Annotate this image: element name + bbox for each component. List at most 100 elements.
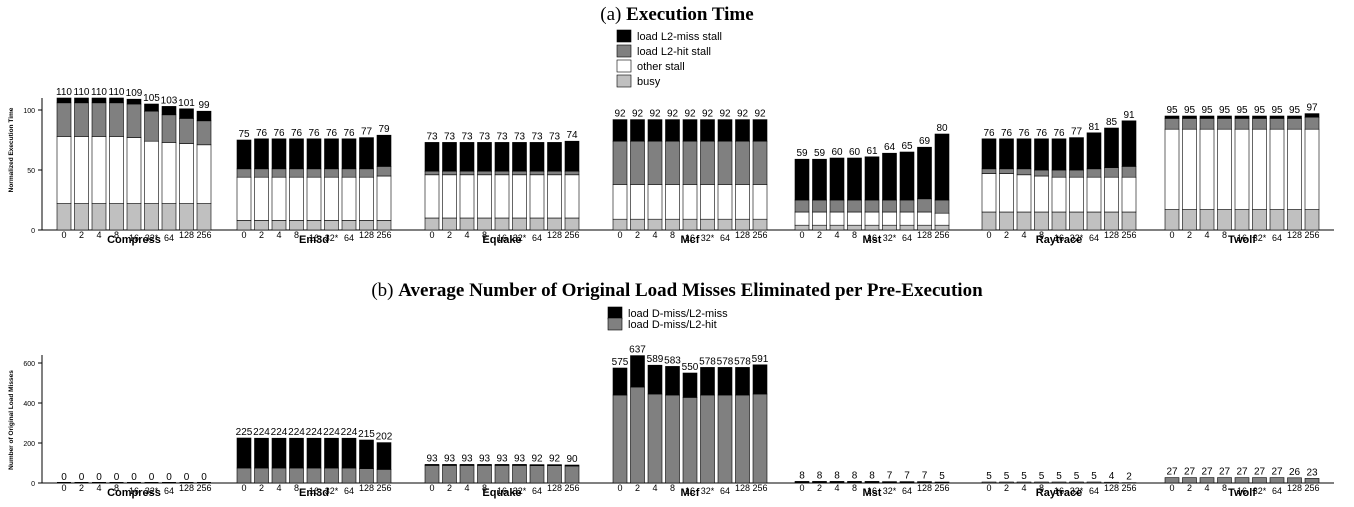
chart-a-other-stall-segment <box>647 184 663 220</box>
chart-a-l2-miss-stall-segment <box>1234 115 1250 119</box>
chart-a-other-stall-segment <box>1034 175 1049 213</box>
chart-b-x-tick-label: 2 <box>259 483 264 493</box>
chart-b-d-miss-l2-miss-segment <box>682 372 698 398</box>
chart-a-x-tick-label: 64 <box>532 233 542 243</box>
chart-a-l2-miss-stall-segment <box>847 157 862 201</box>
chart-a-data-label: 76 <box>343 128 355 139</box>
chart-a-other-stall-segment <box>1069 176 1084 213</box>
chart-a-x-tick-label: 4 <box>652 230 657 240</box>
chart-a-data-label: 101 <box>178 98 195 109</box>
chart-b-x-tick-label: 16 <box>1054 486 1064 496</box>
chart-b-legend-label: load D-miss/L2-miss <box>628 308 728 320</box>
chart-b-d-miss-l2-hit-segment <box>630 386 645 484</box>
chart-a-x-tick-label: 16 <box>1237 233 1247 243</box>
chart-a-l2-hit-stall-segment <box>1016 168 1032 176</box>
chart-a-x-tick-label: 0 <box>799 230 804 240</box>
chart-b-data-label: 93 <box>444 453 456 464</box>
chart-a-other-stall-segment <box>1104 176 1119 213</box>
chart-a-data-label: 76 <box>308 128 320 139</box>
chart-a-data-label: 92 <box>667 109 679 120</box>
chart-a-x-tick-label: 32* <box>1253 233 1267 243</box>
chart-a-l2-miss-stall-segment <box>144 103 159 112</box>
chart-b-d-miss-l2-miss-segment <box>564 464 580 467</box>
chart-a-other-stall-segment <box>289 176 304 221</box>
chart-b-bar-zero <box>109 482 124 483</box>
chart-a-data-label: 99 <box>198 100 210 111</box>
chart-b-d-miss-l2-miss-segment <box>700 367 715 396</box>
chart-b-x-tick-label: 8 <box>482 483 487 493</box>
chart-b-data-label: 7 <box>887 471 893 482</box>
chart-a-busy-segment <box>179 203 194 231</box>
chart-b-x-tick-label: 4 <box>1204 483 1209 493</box>
chart-a-other-stall-segment <box>700 184 715 220</box>
chart-a-other-stall-segment <box>735 184 750 220</box>
chart-a-busy-segment <box>74 203 89 231</box>
chart-b-data-label: 578 <box>699 356 716 367</box>
chart-a-data-label: 76 <box>1053 128 1065 139</box>
chart-b-d-miss-l2-hit-segment <box>1164 477 1180 484</box>
chart-b-x-tick-label: 0 <box>241 483 246 493</box>
chart-a-busy-segment <box>682 218 698 231</box>
chart-a-other-stall-segment <box>109 136 124 204</box>
chart-b-d-miss-l2-miss-segment <box>812 481 827 483</box>
chart-a-l2-miss-stall-segment <box>1121 120 1137 167</box>
chart-a-data-label: 109 <box>126 88 143 99</box>
chart-b-d-miss-l2-miss-segment <box>794 481 810 483</box>
chart-a-data-label: 92 <box>702 109 714 120</box>
chart-a-x-tick-label: 64 <box>902 233 912 243</box>
chart-a-l2-hit-stall-segment <box>254 168 269 178</box>
chart-a-data-label: 73 <box>496 131 508 142</box>
chart-a-busy-segment <box>630 218 645 231</box>
chart-b-data-label: 578 <box>717 356 734 367</box>
chart-b-x-tick-label: 16 <box>685 486 695 496</box>
chart-b-data-label: 575 <box>612 357 629 368</box>
chart-b-data-label: 215 <box>358 429 375 440</box>
chart-b-x-tick-label: 16 <box>867 486 877 496</box>
chart-a-data-label: 61 <box>866 146 878 157</box>
chart-b-x-tick-label: 8 <box>1039 483 1044 493</box>
chart-a-l2-miss-stall-segment <box>1069 137 1084 171</box>
chart-a-data-label: 92 <box>684 109 696 120</box>
chart-b-x-tick-label: 2 <box>1004 483 1009 493</box>
chart-b-data-label: 92 <box>549 454 561 465</box>
chart-a-l2-miss-stall-segment <box>179 108 194 119</box>
chart-a-l2-hit-stall-segment <box>161 114 177 143</box>
chart-a-busy-segment <box>196 203 212 231</box>
chart-b-data-label: 27 <box>1201 467 1213 478</box>
chart-b-x-tick-label: 2 <box>79 483 84 493</box>
chart-b-data-label: 5 <box>1091 471 1097 482</box>
chart-a-x-tick-label: 8 <box>1039 230 1044 240</box>
chart-a-l2-miss-stall-segment <box>700 119 715 142</box>
chart-a-l2-miss-stall-segment <box>271 138 287 170</box>
chart-b-d-miss-l2-miss-segment <box>324 437 339 469</box>
chart-b-data-label: 225 <box>236 427 253 438</box>
chart-b-bar-zero <box>162 482 176 483</box>
chart-a-data-label: 95 <box>1236 105 1248 116</box>
chart-a-x-tick-label: 0 <box>429 230 434 240</box>
chart-b-data-label: 5 <box>1074 471 1080 482</box>
chart-a-l2-miss-stall-segment <box>1252 115 1267 119</box>
chart-b-bar-zero <box>127 482 141 483</box>
chart-a-x-tick-label: 4 <box>834 230 839 240</box>
chart-a-data-label: 91 <box>1123 110 1135 121</box>
chart-a-l2-miss-stall-segment <box>359 137 374 170</box>
chart-b-d-miss-l2-miss-segment <box>494 464 510 466</box>
chart-b-data-label: 7 <box>904 471 910 482</box>
chart-a-busy-segment <box>91 203 107 231</box>
chart-a-group-label: Raytrace <box>1036 234 1082 246</box>
chart-b-x-tick-label: 4 <box>96 483 101 493</box>
chart-a-other-stall-segment <box>717 184 733 220</box>
chart-a-other-stall-segment <box>144 140 159 204</box>
chart-a-l2-hit-stall-segment <box>56 102 72 137</box>
chart-a-l2-hit-stall-segment <box>612 140 628 185</box>
chart-b-d-miss-l2-hit-segment <box>1069 481 1084 484</box>
chart-a-l2-hit-stall-segment <box>1104 167 1119 178</box>
chart-a-data-label: 64 <box>884 142 896 153</box>
chart-a-x-tick-label: 2 <box>1187 230 1192 240</box>
chart-a-data-label: 95 <box>1201 105 1213 116</box>
chart-b-data-label: 4 <box>1109 471 1115 482</box>
chart-b-data-label: 2 <box>1126 472 1132 483</box>
chart-a-l2-miss-stall-segment <box>864 156 880 201</box>
chart-a-x-tick-label: 32* <box>701 233 715 243</box>
chart-b-data-label: 26 <box>1289 467 1301 478</box>
